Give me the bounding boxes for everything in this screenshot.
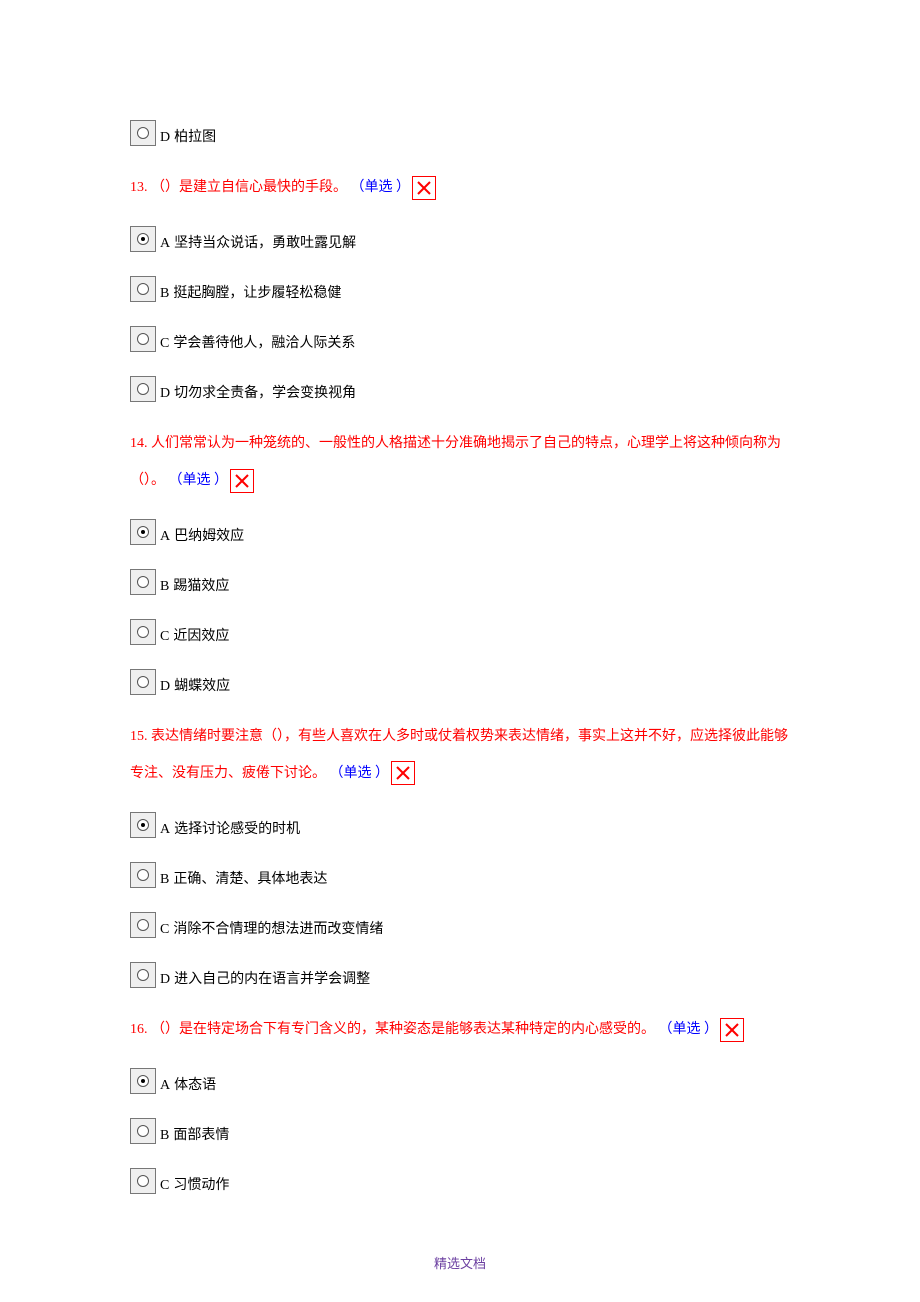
question-14: 14. 人们常常认为一种笼统的、一般性的人格描述十分准确地揭示了自己的特点，心理…	[130, 426, 790, 499]
radio-unselected[interactable]	[130, 120, 156, 146]
radio-unselected[interactable]	[130, 962, 156, 988]
option-letter: A	[160, 822, 170, 838]
option-row: A 坚持当众说话，勇敢吐露见解	[130, 226, 790, 252]
radio-unselected[interactable]	[130, 669, 156, 695]
question-text: （）是在特定场合下有专门含义的，某种姿态是能够表达某种特定的内心感受的。	[151, 1022, 655, 1037]
option-row: D 柏拉图	[130, 120, 790, 146]
option-row: A 选择讨论感受的时机	[130, 812, 790, 838]
radio-unselected[interactable]	[130, 326, 156, 352]
option-row: D 进入自己的内在语言并学会调整	[130, 962, 790, 988]
radio-unselected[interactable]	[130, 376, 156, 402]
option-row: D 切勿求全责备，学会变换视角	[130, 376, 790, 402]
page-footer: 精选文档	[0, 1253, 920, 1272]
option-text: 蝴蝶效应	[174, 675, 230, 695]
option-text: 柏拉图	[174, 126, 216, 146]
option-letter: A	[160, 1078, 170, 1094]
question-13: 13. （）是建立自信心最快的手段。 （单选 ）	[130, 170, 790, 206]
quiz-page: D 柏拉图 13. （）是建立自信心最快的手段。 （单选 ） A 坚持当众说话，…	[0, 0, 920, 1302]
option-letter: D	[160, 679, 170, 695]
option-row: C 消除不合情理的想法进而改变情绪	[130, 912, 790, 938]
option-letter: B	[160, 1128, 169, 1144]
radio-unselected[interactable]	[130, 619, 156, 645]
option-text: 近因效应	[173, 625, 229, 645]
option-row: A 体态语	[130, 1068, 790, 1094]
option-text: 面部表情	[173, 1124, 229, 1144]
option-row: A 巴纳姆效应	[130, 519, 790, 545]
question-type: （单选 ）	[169, 473, 229, 488]
option-text: 进入自己的内在语言并学会调整	[174, 968, 370, 988]
wrong-mark-icon	[230, 469, 254, 493]
question-16: 16. （）是在特定场合下有专门含义的，某种姿态是能够表达某种特定的内心感受的。…	[130, 1012, 790, 1048]
radio-selected[interactable]	[130, 1068, 156, 1094]
option-row: C 近因效应	[130, 619, 790, 645]
option-letter: C	[160, 1178, 169, 1194]
radio-selected[interactable]	[130, 519, 156, 545]
option-row: B 挺起胸膛，让步履轻松稳健	[130, 276, 790, 302]
question-type: （单选 ）	[351, 180, 411, 195]
question-type: （单选 ）	[659, 1022, 719, 1037]
wrong-mark-icon	[720, 1018, 744, 1042]
option-text: 正确、清楚、具体地表达	[173, 868, 327, 888]
option-text: 习惯动作	[173, 1174, 229, 1194]
question-number: 13.	[130, 180, 148, 195]
option-text: 挺起胸膛，让步履轻松稳健	[173, 282, 341, 302]
question-number: 15.	[130, 729, 148, 744]
question-number: 14.	[130, 436, 148, 451]
option-text: 巴纳姆效应	[174, 525, 244, 545]
option-letter: B	[160, 872, 169, 888]
radio-selected[interactable]	[130, 226, 156, 252]
radio-unselected[interactable]	[130, 912, 156, 938]
option-letter: C	[160, 629, 169, 645]
option-text: 切勿求全责备，学会变换视角	[174, 382, 356, 402]
question-15: 15. 表达情绪时要注意（），有些人喜欢在人多时或仗着权势来表达情绪，事实上这并…	[130, 719, 790, 792]
radio-unselected[interactable]	[130, 276, 156, 302]
radio-unselected[interactable]	[130, 569, 156, 595]
option-letter: D	[160, 972, 170, 988]
option-letter: D	[160, 386, 170, 402]
option-letter: B	[160, 579, 169, 595]
option-text: 学会善待他人，融洽人际关系	[173, 332, 355, 352]
question-type: （单选 ）	[330, 766, 390, 781]
question-number: 16.	[130, 1022, 148, 1037]
wrong-mark-icon	[412, 176, 436, 200]
radio-unselected[interactable]	[130, 862, 156, 888]
option-row: C 习惯动作	[130, 1168, 790, 1194]
option-row: B 踢猫效应	[130, 569, 790, 595]
radio-selected[interactable]	[130, 812, 156, 838]
option-text: 选择讨论感受的时机	[174, 818, 300, 838]
option-row: B 正确、清楚、具体地表达	[130, 862, 790, 888]
option-row: B 面部表情	[130, 1118, 790, 1144]
radio-unselected[interactable]	[130, 1118, 156, 1144]
option-text: 体态语	[174, 1074, 216, 1094]
radio-unselected[interactable]	[130, 1168, 156, 1194]
option-letter: A	[160, 529, 170, 545]
option-letter: D	[160, 130, 170, 146]
option-text: 踢猫效应	[173, 575, 229, 595]
option-row: D 蝴蝶效应	[130, 669, 790, 695]
option-letter: C	[160, 922, 169, 938]
question-text: （）是建立自信心最快的手段。	[151, 180, 347, 195]
wrong-mark-icon	[391, 761, 415, 785]
question-text: 表达情绪时要注意（），有些人喜欢在人多时或仗着权势来表达情绪，事实上这并不好，应…	[130, 729, 788, 780]
option-letter: A	[160, 236, 170, 252]
option-letter: B	[160, 286, 169, 302]
option-text: 坚持当众说话，勇敢吐露见解	[174, 232, 356, 252]
option-letter: C	[160, 336, 169, 352]
option-text: 消除不合情理的想法进而改变情绪	[173, 918, 383, 938]
option-row: C 学会善待他人，融洽人际关系	[130, 326, 790, 352]
